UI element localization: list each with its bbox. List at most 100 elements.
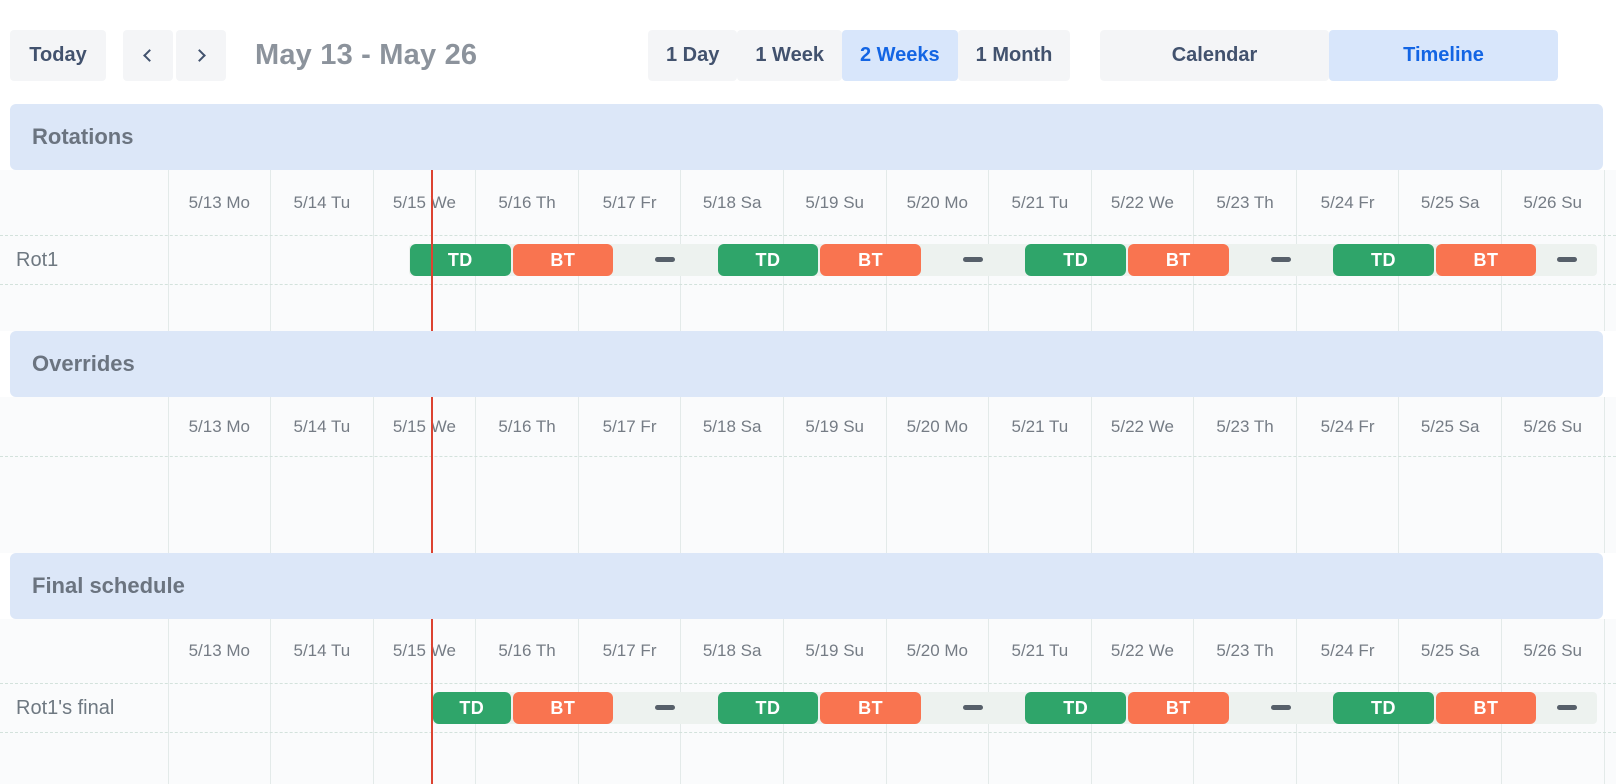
date-cell: 5/15 We	[392, 641, 456, 660]
date-cell: 5/16 Th	[498, 192, 556, 212]
date-cell: 5/23 Th	[1216, 192, 1274, 212]
next-period-button[interactable]	[176, 30, 226, 81]
date-cell: 5/15 We	[392, 416, 456, 436]
shift-bar-bt[interactable]: BT	[512, 244, 614, 276]
date-cell: 5/21 Tu	[1011, 641, 1069, 660]
shift-bar-td[interactable]: TD	[717, 692, 819, 724]
date-header-row: 5/13 Mo 5/14 Tu 5/15 We 5/16 Th 5/17 Fr 5/18 …	[0, 619, 1616, 683]
grid-line	[270, 397, 272, 553]
date-header-row: 5/13 Mo 5/14 Tu 5/15 We 5/16 Th 5/17 Fr 5/18 …	[0, 170, 1616, 235]
grid-line	[1603, 619, 1605, 784]
today-button[interactable]: Today	[10, 30, 106, 81]
date-cell: 5/19 Su	[805, 416, 864, 436]
shift-bar-td[interactable]: TD	[410, 244, 511, 276]
empty-row	[0, 284, 1616, 331]
gap-dash-icon	[963, 257, 984, 262]
section-grid: 5/13 Mo 5/14 Tu 5/15 We 5/16 Th 5/17 Fr 5/18 …	[0, 619, 1616, 784]
date-cell: 5/23 Th	[1216, 641, 1274, 660]
shift-bar-bt[interactable]: BT	[820, 244, 921, 276]
grid-line	[270, 170, 272, 331]
section-header-final: Final schedule	[10, 553, 1603, 619]
shift-bar-td[interactable]: TD	[1025, 244, 1127, 276]
grid-line	[1603, 170, 1605, 331]
grid-line	[372, 170, 374, 331]
date-range-title: May 13 - May 26	[255, 39, 478, 71]
gap-dash-icon	[1557, 705, 1578, 710]
now-line	[431, 170, 434, 331]
now-line	[431, 397, 434, 553]
gap-dash-icon	[655, 257, 676, 262]
grid-line	[782, 397, 784, 553]
chevron-right-icon	[193, 49, 206, 62]
grid-line	[372, 619, 374, 784]
view-option-2-weeks[interactable]: 2 Weeks	[841, 30, 958, 81]
shift-bar-bt[interactable]: BT	[512, 692, 614, 724]
shift-bar-td[interactable]: TD	[1025, 692, 1127, 724]
section-final: Final schedule 5/13 Mo 5/14 Tu 5/15 We 5/16 …	[0, 553, 1616, 784]
section-title: Rotations	[32, 124, 134, 149]
section-overrides: Overrides 5/13 Mo 5/14 Tu 5/15 We 5/16 Th 5/1…	[0, 331, 1616, 553]
shift-bar-bt[interactable]: BT	[1435, 692, 1537, 724]
date-cell: 5/25 Sa	[1420, 192, 1480, 212]
shift-bar-td[interactable]: TD	[1333, 692, 1434, 724]
section-header-overrides: Overrides	[10, 331, 1603, 397]
date-cell: 5/20 Mo	[906, 192, 968, 212]
date-cell: 5/22 We	[1110, 641, 1174, 660]
shift-bar-td[interactable]: TD	[433, 692, 511, 724]
grid-line	[885, 397, 887, 553]
chevron-left-icon	[143, 49, 156, 62]
date-cell: 5/14 Tu	[293, 192, 351, 212]
date-cell: 5/24 Fr	[1320, 641, 1375, 660]
section-grid: 5/13 Mo 5/14 Tu 5/15 We 5/16 Th 5/17 Fr 5/18 …	[0, 170, 1616, 331]
gap-dash-icon	[1557, 257, 1578, 262]
date-cell: 5/19 Su	[805, 192, 864, 212]
date-cell: 5/14 Tu	[293, 641, 351, 660]
section-title: Final schedule	[32, 573, 185, 598]
date-cell: 5/15 We	[392, 192, 456, 212]
date-cell: 5/18 Sa	[702, 192, 762, 212]
now-line	[431, 619, 434, 784]
schedule-row: Rot1 TD BT TD BT TD BT TD BT	[0, 235, 1616, 284]
date-cell: 5/13 Mo	[188, 641, 250, 660]
grid-line	[475, 397, 477, 553]
date-cell: 5/13 Mo	[188, 416, 250, 436]
date-cell: 5/22 We	[1110, 416, 1174, 436]
date-cell: 5/21 Tu	[1011, 416, 1069, 436]
section-title: Overrides	[32, 351, 135, 376]
row-label: Rot1	[16, 248, 59, 271]
empty-row	[0, 456, 1616, 553]
section-rotations: Rotations 5/13 Mo 5/14 Tu 5/15 We 5/16 Th 5/1…	[0, 104, 1616, 331]
grid-line	[167, 170, 169, 331]
view-option-1-month[interactable]: 1 Month	[957, 30, 1071, 81]
row-label: Rot1's final	[16, 696, 115, 719]
date-cell: 5/18 Sa	[702, 641, 762, 660]
shift-bar-bt[interactable]: BT	[1435, 244, 1537, 276]
view-option-1-week[interactable]: 1 Week	[737, 30, 842, 81]
gap-dash-icon	[1270, 705, 1291, 710]
empty-row	[0, 732, 1616, 784]
schedule-row: Rot1's final TD BT TD BT TD BT TD BT	[0, 683, 1616, 732]
shift-bar-td[interactable]: TD	[1333, 244, 1434, 276]
grid-line	[167, 397, 169, 553]
gap-dash-icon	[655, 705, 676, 710]
grid-line	[372, 397, 374, 553]
shift-bar-bt[interactable]: BT	[1128, 244, 1229, 276]
date-cell: 5/14 Tu	[293, 416, 351, 436]
shift-bar-td[interactable]: TD	[717, 244, 819, 276]
grid-line	[270, 619, 272, 784]
mode-option-timeline[interactable]: Timeline	[1329, 30, 1558, 81]
shift-bar-bt[interactable]: BT	[820, 692, 921, 724]
date-cell: 5/13 Mo	[188, 192, 250, 212]
mode-option-calendar[interactable]: Calendar	[1100, 30, 1329, 81]
view-option-1-day[interactable]: 1 Day	[648, 30, 738, 81]
gap-dash-icon	[963, 705, 984, 710]
grid-line	[1398, 397, 1400, 553]
grid-line	[1500, 397, 1502, 553]
shift-bar-bt[interactable]: BT	[1128, 692, 1229, 724]
prev-period-button[interactable]	[123, 30, 173, 81]
timeline-sections: Rotations 5/13 Mo 5/14 Tu 5/15 We 5/16 Th 5/1…	[0, 104, 1616, 784]
section-grid: 5/13 Mo 5/14 Tu 5/15 We 5/16 Th 5/17 Fr 5/18 …	[0, 397, 1616, 553]
date-cell: 5/19 Su	[805, 641, 864, 660]
date-cell: 5/17 Fr	[602, 416, 657, 436]
